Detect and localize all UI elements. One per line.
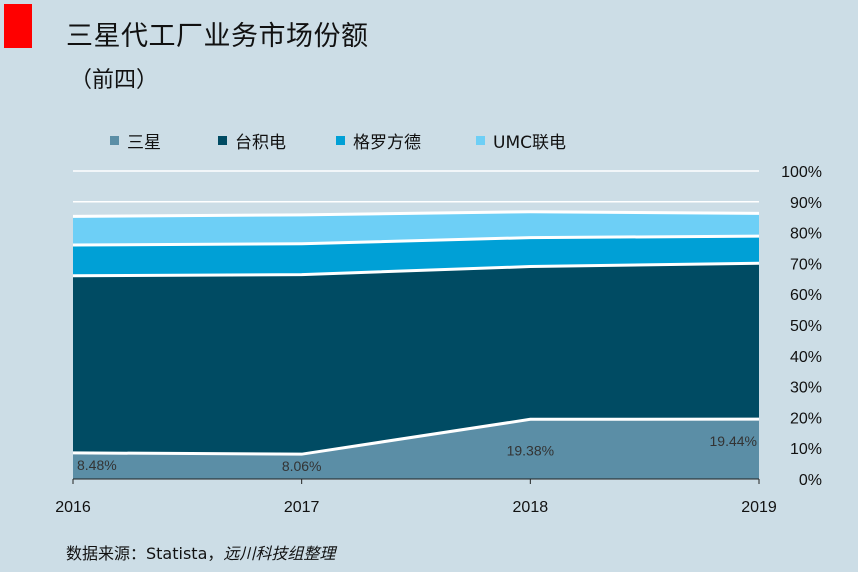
legend-swatch: [218, 136, 227, 145]
legend-label: 格罗方德: [353, 133, 421, 153]
source-note: 数据来源：Statista，远川科技组整理: [66, 540, 335, 564]
legend-swatch: [336, 136, 345, 145]
y-tick-label: 30%: [790, 380, 822, 397]
x-tick-label: 2017: [284, 499, 320, 516]
legend-item-umc: UMC联电: [476, 128, 566, 153]
y-tick-label: 40%: [790, 349, 822, 366]
y-tick-label: 50%: [790, 318, 822, 335]
legend-swatch: [476, 136, 485, 145]
y-tick-label: 20%: [790, 410, 822, 427]
x-tick-label: 2016: [55, 499, 91, 516]
data-label: 19.38%: [507, 442, 554, 458]
legend-swatch: [110, 136, 119, 145]
area-series-1: [73, 263, 759, 455]
data-label: 8.48%: [77, 457, 117, 473]
legend-label: 台积电: [235, 133, 286, 153]
y-tick-label: 100%: [781, 164, 822, 181]
series-boundary-line-3: [72, 210, 760, 218]
legend-label: 三星: [127, 133, 161, 153]
legend-label: UMC联电: [493, 133, 566, 153]
series-boundary-line-0: [72, 417, 760, 456]
series-boundary-line-2: [72, 234, 760, 247]
area-series-2: [73, 236, 759, 276]
y-tick-label: 0%: [799, 472, 822, 489]
source-suffix: 远川科技组整理: [223, 544, 336, 563]
y-tick-label: 10%: [790, 441, 822, 458]
area-series-0: [73, 419, 759, 479]
chart-title: 三星代工厂业务市场份额: [66, 21, 369, 52]
data-label: 8.06%: [282, 458, 322, 474]
source-prefix: 数据来源：Statista，: [66, 544, 224, 563]
y-tick-label: 70%: [790, 256, 822, 273]
legend-item-samsung: 三星: [110, 128, 161, 153]
x-tick-label: 2019: [741, 499, 777, 516]
y-tick-label: 90%: [790, 195, 822, 212]
y-tick-label: 60%: [790, 287, 822, 304]
red-accent-bar: [4, 4, 32, 48]
legend-item-globalfoundries: 格罗方德: [336, 128, 421, 153]
legend-item-tsmc: 台积电: [218, 128, 286, 153]
x-tick-label: 2018: [513, 499, 549, 516]
data-label: 19.44%: [710, 433, 757, 449]
y-tick-label: 80%: [790, 226, 822, 243]
series-boundary-line-1: [72, 261, 760, 278]
chart-subtitle: （前四）: [70, 68, 159, 93]
